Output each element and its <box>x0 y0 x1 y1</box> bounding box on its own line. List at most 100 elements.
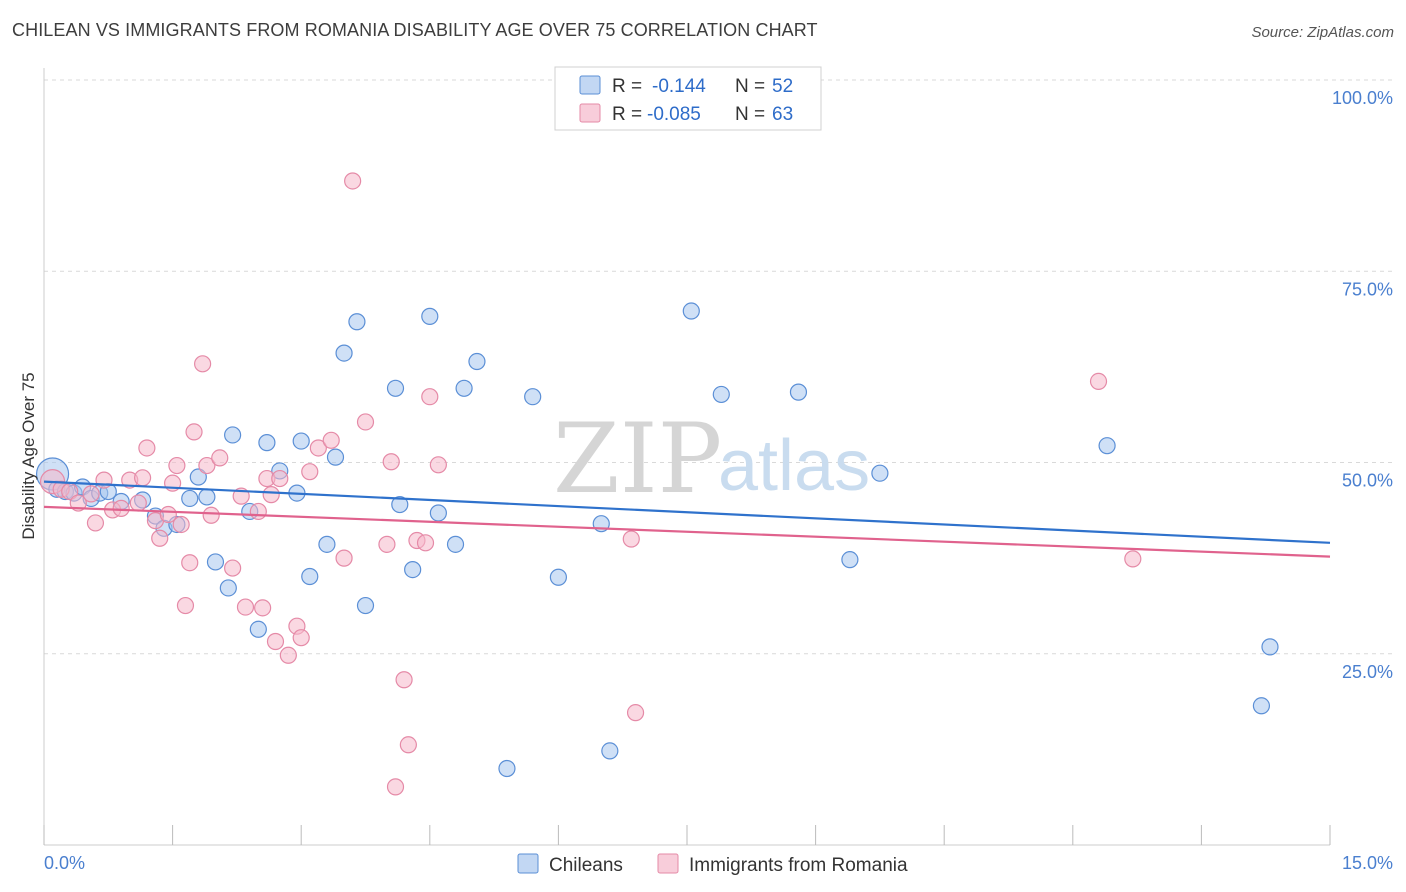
point-romania <box>254 599 272 617</box>
stats-swatch-chileans <box>579 75 601 95</box>
x-tick-label: 0.0% <box>44 853 85 873</box>
point-romania <box>262 486 280 504</box>
point-romania <box>399 736 417 754</box>
point-chileans <box>326 448 345 466</box>
legend-swatch-chileans <box>517 853 539 874</box>
point-romania <box>1089 372 1108 391</box>
point-chileans <box>258 434 276 452</box>
point-chileans <box>841 551 859 569</box>
watermark-atlas: atlas <box>718 426 870 506</box>
legend-swatch-romania <box>657 853 679 874</box>
point-romania <box>249 502 267 521</box>
point-romania <box>236 598 255 616</box>
source-credit: Source: ZipAtlas.com <box>1251 24 1394 41</box>
stats-r-label-2: R = <box>612 104 642 125</box>
point-romania <box>292 629 310 647</box>
point-romania <box>386 778 405 796</box>
y-axis-label: Disability Age Over 75 <box>19 372 38 539</box>
point-chileans <box>421 307 439 325</box>
point-chileans <box>1098 437 1116 455</box>
point-romania <box>382 453 400 471</box>
point-romania <box>151 529 169 547</box>
stats-r-label-1: R = <box>612 76 642 97</box>
point-chileans <box>386 379 405 397</box>
point-romania <box>626 704 645 722</box>
point-romania <box>129 494 147 512</box>
point-chileans <box>301 567 319 586</box>
x-tick-label: 15.0% <box>1342 853 1393 873</box>
point-chileans <box>682 302 700 320</box>
point-chileans <box>219 579 237 597</box>
point-romania <box>112 499 130 517</box>
point-romania <box>266 632 285 651</box>
point-romania <box>168 456 186 475</box>
point-romania <box>378 535 396 553</box>
point-romania <box>86 514 105 532</box>
stats-swatch-romania <box>579 103 601 123</box>
stats-r-value-2: -0.085 <box>647 104 701 125</box>
chart-title: CHILEAN VS IMMIGRANTS FROM ROMANIA DISAB… <box>12 20 818 40</box>
watermark-zip: ZIP <box>553 403 722 515</box>
point-romania <box>271 469 289 488</box>
point-chileans <box>524 388 542 406</box>
point-romania <box>181 554 199 572</box>
stats-n-value-1: 52 <box>772 76 793 97</box>
point-chileans <box>391 495 409 514</box>
point-romania <box>133 469 152 487</box>
stats-legend: R = -0.144 N = 52 R = -0.085 N = 63 <box>554 66 822 131</box>
point-chileans <box>224 426 242 444</box>
point-chileans <box>1252 697 1271 715</box>
point-chileans <box>871 464 889 482</box>
point-chileans <box>318 535 336 553</box>
point-romania <box>356 413 375 431</box>
trend-line-romania <box>43 505 1331 558</box>
trend-lines <box>43 480 1331 558</box>
point-romania <box>82 485 100 503</box>
point-chileans <box>601 742 619 760</box>
axes <box>43 68 1331 846</box>
point-romania <box>429 456 447 474</box>
point-romania <box>211 449 229 467</box>
point-romania <box>176 596 195 615</box>
point-chileans <box>198 488 216 506</box>
point-chileans <box>292 432 310 450</box>
point-chileans <box>348 313 366 331</box>
point-romania <box>185 423 203 441</box>
series-legend: Chileans Immigrants from Romania <box>517 853 908 876</box>
tick-labels: 100.0% 75.0% 50.0% 25.0% 0.0% 15.0% <box>44 88 1393 873</box>
point-romania <box>395 671 413 689</box>
stats-n-value-2: 63 <box>772 104 793 125</box>
grid <box>44 79 1392 655</box>
point-chileans <box>189 468 207 486</box>
point-chileans <box>789 383 808 401</box>
point-chileans <box>1261 638 1279 656</box>
point-romania <box>309 439 327 457</box>
y-tick-label: 100.0% <box>1332 88 1393 108</box>
watermark: ZIP atlas <box>553 403 870 515</box>
point-romania <box>138 439 156 457</box>
trend-line-chileans <box>43 480 1331 544</box>
point-chileans <box>206 553 225 571</box>
y-tick-label: 50.0% <box>1342 471 1393 491</box>
point-romania <box>202 506 220 524</box>
point-chileans <box>468 352 486 371</box>
point-chileans <box>356 596 375 615</box>
stats-n-label-1: N = <box>735 76 765 97</box>
point-chileans <box>429 504 447 522</box>
point-chileans <box>455 379 473 397</box>
y-tick-label: 75.0% <box>1342 279 1393 299</box>
point-romania <box>194 355 212 373</box>
stats-r-value-1: -0.144 <box>652 76 706 97</box>
point-romania <box>322 431 340 449</box>
point-chileans <box>446 535 465 553</box>
point-chileans <box>549 568 568 586</box>
point-romania <box>622 530 640 548</box>
stats-n-label-2: N = <box>735 104 765 125</box>
point-chileans <box>498 759 516 778</box>
y-tick-label: 25.0% <box>1342 662 1393 682</box>
point-romania <box>301 463 319 481</box>
point-romania <box>279 646 297 664</box>
legend-label-chileans: Chileans <box>549 855 623 876</box>
point-romania <box>344 172 362 190</box>
point-chileans <box>181 489 199 508</box>
